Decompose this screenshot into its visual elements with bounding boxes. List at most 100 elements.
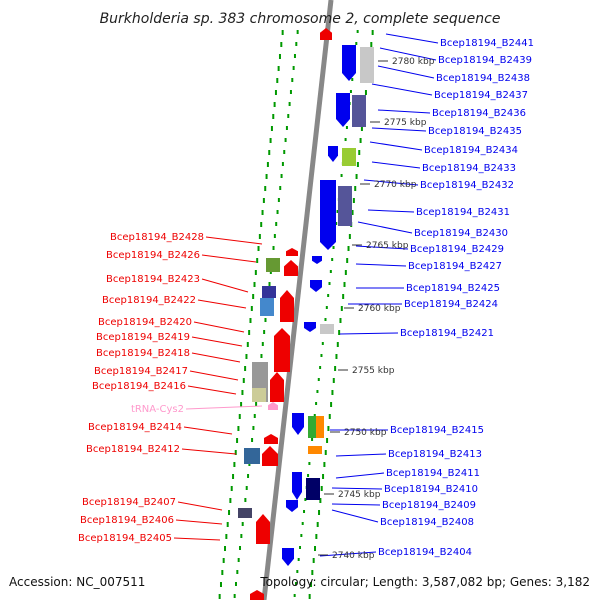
label-leader [201, 254, 257, 263]
track-dot [322, 474, 325, 479]
track-dot [260, 354, 263, 358]
track-dot [351, 210, 354, 215]
scale-tick-label: 2755 kbp [352, 366, 395, 376]
gene-label-right: Bcep18194_B2436 [432, 108, 526, 119]
gene-arrow [312, 256, 322, 264]
gene-arrow [310, 280, 322, 292]
track-dot [294, 582, 297, 585]
track-dot [224, 546, 227, 551]
track-dot [296, 570, 299, 573]
track-dot [297, 558, 300, 561]
track-dot [320, 486, 323, 491]
track-dot [304, 498, 307, 501]
track-dot [241, 390, 244, 395]
track-dot [355, 174, 358, 179]
label-leader [377, 65, 435, 79]
track-dot [338, 330, 341, 335]
track-dot [283, 150, 286, 154]
track-dot [236, 438, 239, 443]
track-dot [234, 582, 237, 586]
gene-label-left: Bcep18194_B2406 [80, 515, 174, 526]
gene-label-left: Bcep18194_B2428 [110, 232, 204, 243]
label-leader [331, 487, 383, 490]
label-leader [183, 426, 233, 435]
track-dot [371, 30, 374, 35]
track-dot [273, 234, 276, 238]
gene-label-right: Bcep18194_B2404 [378, 547, 472, 558]
track-dot [340, 174, 343, 177]
track-dot [317, 378, 320, 381]
gene-label-right: Bcep18194_B2434 [424, 145, 518, 156]
track-dot [228, 510, 231, 515]
track-dot [285, 126, 288, 130]
track-dot [260, 222, 263, 227]
gene-label-right: Bcep18194_B2438 [436, 73, 530, 84]
gene-label-right: Bcep18194_B2431 [416, 207, 510, 218]
label-leader [331, 509, 379, 523]
track-dot [315, 534, 318, 539]
gene-label-left: Bcep18194_B2412 [86, 444, 180, 455]
track-dot [265, 174, 268, 179]
gene-arrow [282, 548, 294, 566]
label-leader [385, 33, 439, 44]
track-dot [334, 366, 337, 371]
track-dot [226, 522, 229, 527]
track-dot [233, 462, 236, 467]
gene-arrow [320, 28, 332, 40]
gene-label-left: Bcep18194_B2407 [82, 497, 176, 508]
track-dot [345, 126, 348, 129]
scale-ticks: 2780 kbp 2775 kbp 2770 kbp 2765 kbp 2760 kbp… [318, 57, 435, 561]
gene-arrow [292, 472, 302, 500]
track-dot [351, 78, 354, 81]
track-dot [237, 426, 240, 431]
track-dot [240, 534, 243, 538]
track-dot [328, 414, 331, 419]
track-dot [312, 558, 315, 563]
label-leader [205, 236, 263, 245]
label-leader [369, 141, 423, 151]
track-dot [343, 282, 346, 287]
track-dot [258, 234, 261, 239]
label-leader [377, 109, 431, 114]
gene-label-left: Bcep18194_B2417 [94, 366, 188, 377]
track-dot [241, 522, 244, 526]
track-dot [325, 306, 328, 309]
track-dot [255, 402, 258, 406]
track-dot [240, 402, 243, 407]
track-dot [218, 594, 221, 599]
track-dot [354, 186, 357, 191]
gene-block [252, 388, 266, 402]
label-leader [319, 551, 377, 557]
track-dot [257, 246, 260, 251]
gene-label-left: Bcep18194_B2405 [78, 533, 172, 544]
label-leader [175, 519, 223, 525]
gene-label-left: Bcep18194_B2420 [98, 317, 192, 328]
track-dot [352, 198, 355, 203]
gene-block [360, 47, 374, 83]
gene-block [266, 258, 280, 272]
label-leader [367, 209, 415, 213]
track-dot [230, 486, 233, 491]
track-dot [348, 234, 351, 239]
track-dot [293, 54, 296, 58]
track-dot [244, 498, 247, 502]
track-dot [311, 570, 314, 575]
gene-arrow [280, 290, 294, 322]
track-dot [221, 570, 224, 575]
track-dot [274, 90, 277, 95]
gene-label-right: Bcep18194_B2408 [380, 517, 474, 528]
gene-label-left: Bcep18194_B2426 [106, 250, 200, 261]
track-dot [332, 246, 335, 249]
track-dot [301, 522, 304, 525]
track-dot [268, 282, 271, 286]
label-leader [189, 370, 239, 381]
gene-label-right: Bcep18194_B2425 [406, 283, 500, 294]
track-dot [268, 150, 271, 155]
scale-tick-label: 2770 kbp [374, 180, 417, 190]
label-leader [371, 127, 427, 132]
label-leader [355, 263, 407, 267]
gene-label-left: Bcep18194_B2418 [96, 348, 190, 359]
track-dot [222, 558, 225, 563]
label-leader [355, 245, 409, 250]
gene-label-right: Bcep18194_B2409 [382, 500, 476, 511]
